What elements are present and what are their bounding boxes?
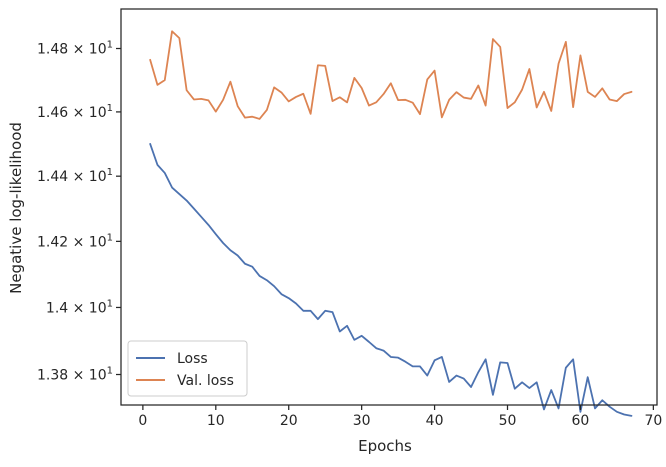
- y-tick-label: 1.44 × 101: [37, 167, 113, 185]
- y-tick-label: 1.48 × 101: [37, 40, 113, 58]
- x-ticks: 0 10 20 30 40 50 60 70: [138, 405, 662, 429]
- series-line-loss: [149, 143, 633, 417]
- y-tick-label: 1.42 × 101: [37, 232, 113, 250]
- x-tick-label: 40: [426, 413, 444, 429]
- x-tick-label: 0: [138, 413, 147, 429]
- legend: Loss Val. loss: [127, 340, 248, 397]
- legend-box: [127, 340, 248, 397]
- x-tick-label: 70: [644, 413, 662, 429]
- y-axis-label: Negative log-likelihood: [7, 122, 25, 294]
- series-layer: [149, 30, 633, 417]
- y-tick-label: 1.38 × 101: [37, 366, 113, 384]
- legend-label-val-loss: Val. loss: [177, 373, 234, 389]
- x-tick-label: 20: [280, 413, 298, 429]
- x-axis-label: Epochs: [358, 437, 412, 455]
- plot-frame: [120, 8, 658, 406]
- x-tick-label: 60: [572, 413, 590, 429]
- x-tick-label: 10: [207, 413, 225, 429]
- y-tick-label: 1.4 × 101: [46, 298, 113, 316]
- legend-label-loss: Loss: [177, 351, 208, 367]
- x-tick-label: 30: [353, 413, 371, 429]
- series-line-val-loss: [149, 30, 633, 120]
- y-tick-label: 1.46 × 101: [37, 103, 113, 121]
- y-ticks: 1.38 × 101 1.4 × 101 1.42 × 101 1.44 × 101 1…: [37, 40, 121, 384]
- x-tick-label: 50: [499, 413, 517, 429]
